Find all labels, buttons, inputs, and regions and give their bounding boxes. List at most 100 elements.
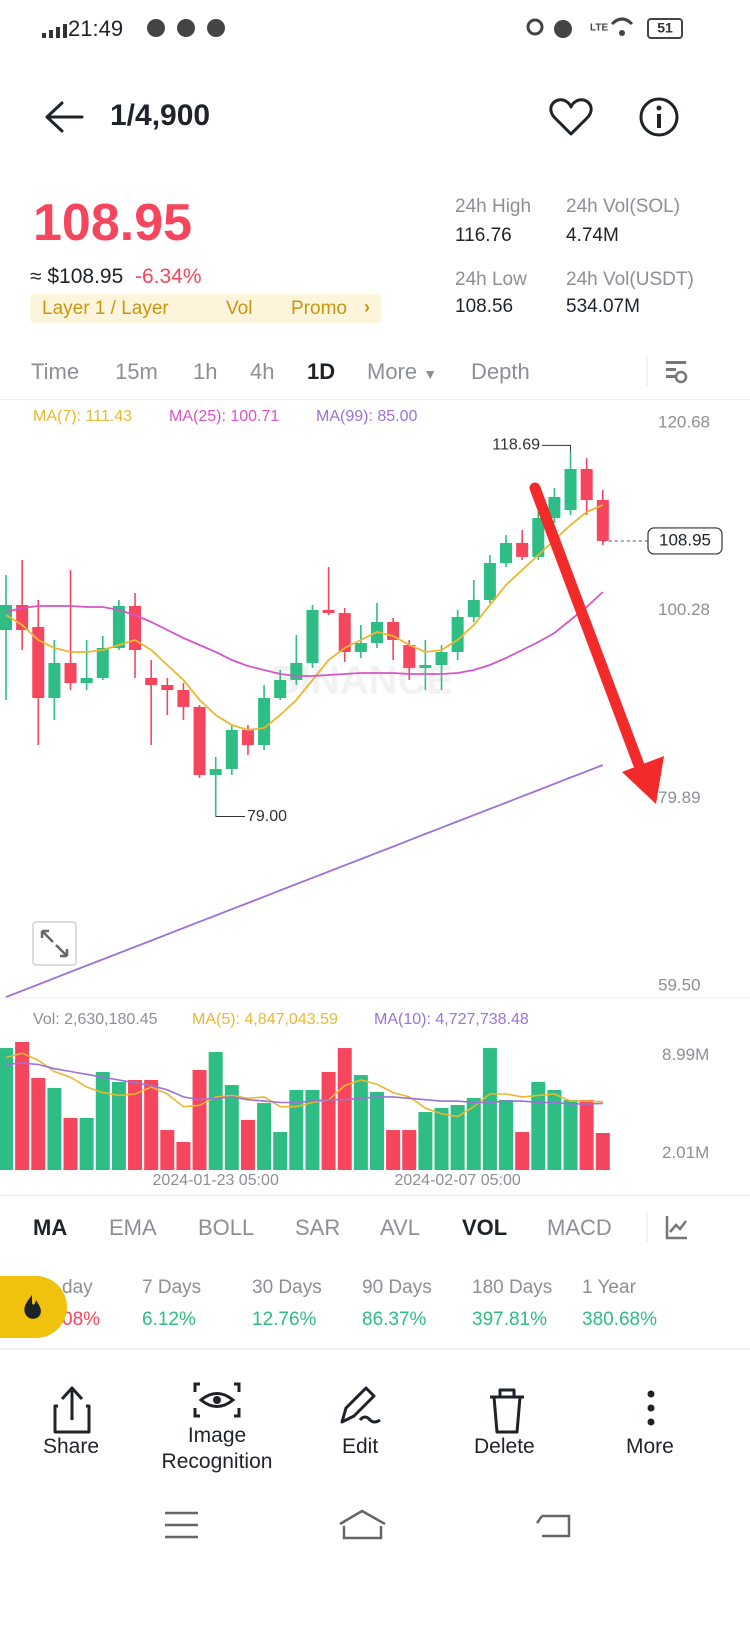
more-label: More [367,359,418,384]
legend-entry: MA(7): 111.43 [33,408,132,425]
performance-label: 1 Year [582,1277,636,1298]
ma-line [5,591,604,677]
volume-bar [386,1130,401,1170]
timeframe-tab[interactable]: 1h [193,359,218,384]
volume-bar [595,1133,610,1170]
chart-settings-button[interactable] [645,356,695,388]
candle-body [145,677,158,685]
candle-body [419,664,432,668]
indicator-tab[interactable]: EMA [109,1215,157,1240]
performance-label: 7 Days [142,1277,202,1298]
volume-bar [192,1069,207,1170]
performance-label: 30 Days [252,1277,322,1298]
candle-body [32,626,45,699]
volume-bar [224,1085,239,1170]
indicator-settings-button[interactable] [645,1212,695,1244]
candle-body [500,542,513,564]
back-nav-button[interactable] [535,1514,571,1538]
usd-value: ≈ $108.95 [30,265,124,288]
volume-bar [369,1091,384,1170]
floating-button[interactable] [0,1276,70,1340]
indicator-tab[interactable]: BOLL [198,1215,255,1240]
indicator-tab-active[interactable]: VOL [462,1215,508,1240]
stat-value: 116.76 [455,225,512,246]
clock: 21:49 [68,16,124,41]
stat-value: 534.07M [566,296,640,317]
candle-body [483,563,496,601]
candle-body [209,768,222,775]
y-tick-label: 59.50 [658,975,701,994]
volume-bar [321,1071,336,1170]
ma-line [5,504,604,731]
toolbar-button[interactable]: More [626,1435,674,1458]
volume-bar [531,1081,546,1170]
info-button[interactable] [639,97,679,137]
volume-bar [450,1105,465,1170]
toolbar-button[interactable]: Edit [342,1435,379,1458]
volume-bar [63,1117,78,1170]
expand-button[interactable] [32,921,77,966]
last-price-tag [647,527,723,555]
candle-body [580,468,593,500]
volume-bar [273,1132,288,1170]
volume-bar [418,1112,433,1170]
volume-bar [257,1103,272,1170]
timeframe-tab[interactable]: 4h [250,359,275,384]
home-button[interactable] [339,1509,386,1540]
candle-body [596,499,609,541]
candle-body [435,652,448,665]
x-tick-label: 2024-01-23 05:00 [153,1172,279,1189]
performance-value: 12.76% [252,1309,317,1330]
favorite-button[interactable] [549,98,593,136]
price-change: -6.34% [134,265,202,288]
indicator-tab[interactable]: AVL [380,1215,420,1240]
candle-body [96,647,109,678]
header-icons [45,97,679,137]
legend-entry: MA(10): 4,727,738.48 [374,1011,529,1028]
tag[interactable]: Promo [291,298,347,319]
y-tick-label: 120.68 [658,412,710,431]
last-price: 108.95 [33,194,193,252]
menu-button[interactable] [165,1511,198,1539]
timeframe-tab[interactable]: Depth [471,359,530,384]
status-time: 21:49 [42,18,123,40]
candle-body [258,698,271,746]
pair-title: 1/4,900 [110,99,211,132]
candle-body [451,616,464,653]
performance-value: 08% [62,1309,101,1330]
candle-body [306,609,319,663]
volume-bar [563,1099,578,1170]
nav-bar [165,1509,571,1540]
back-button[interactable] [45,101,84,133]
last-price-label: 108.95 [659,530,711,549]
toolbar-button[interactable]: Image Recognition [161,1424,273,1473]
indicator-tab-active[interactable]: MA [33,1215,68,1240]
indicator-tab[interactable]: SAR [295,1215,341,1240]
candle-body [532,518,545,557]
volume-bar [482,1048,497,1170]
toolbar-button[interactable]: Delete [474,1435,535,1458]
performance-value: 86.37% [362,1309,427,1330]
tag[interactable]: Layer 1 / Layer [42,298,169,319]
low-annotation: 79.00 [247,808,287,825]
candle-body [48,662,61,699]
volume-bar [128,1079,143,1170]
timeframe-tab[interactable]: 15m [115,359,158,384]
ma-line [5,764,604,998]
timeframe-tab-active[interactable]: 1D [307,359,336,384]
indicator-tab[interactable]: MACD [547,1215,612,1240]
timeframe-tab[interactable]: Time [31,359,80,384]
stat-label: 24h High [455,196,532,217]
toolbar-icons [53,1382,655,1434]
timeframe-tab[interactable]: More ▼ [367,359,438,384]
tag[interactable]: Vol [226,298,253,319]
annotation-arrowhead [622,756,664,804]
volume-ma-line [5,1052,603,1118]
toolbar-button[interactable]: Share [43,1435,100,1458]
candle-body [193,706,206,775]
svg-text:LTE: LTE [590,23,608,34]
volume-bar [515,1132,530,1170]
y-tick-label: 79.89 [658,788,701,807]
